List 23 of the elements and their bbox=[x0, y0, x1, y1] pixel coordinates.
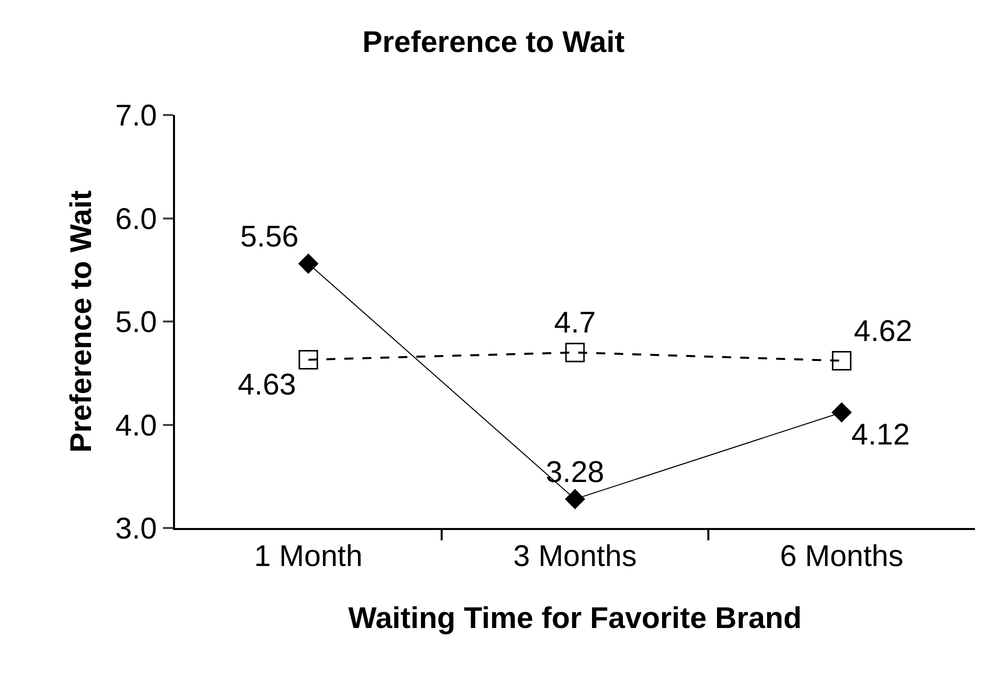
data-label: 3.28 bbox=[546, 456, 604, 489]
x-tick-label: 6 Months bbox=[780, 540, 904, 573]
point bbox=[298, 350, 318, 370]
point bbox=[298, 254, 318, 274]
y-tick-label: 6.0 bbox=[115, 202, 157, 236]
point bbox=[565, 489, 585, 509]
data-label: 4.63 bbox=[238, 368, 296, 402]
y-tick-label: 7.0 bbox=[115, 100, 157, 132]
data-label: 5.56 bbox=[240, 220, 299, 254]
y-tick-label: 4.0 bbox=[115, 409, 157, 442]
y-axis-title: Preference to Wait bbox=[64, 190, 98, 453]
data-label: 4.7 bbox=[554, 306, 596, 340]
point bbox=[565, 342, 585, 362]
y-tick-label: 5.0 bbox=[115, 306, 157, 339]
x-tick-label: 1 Month bbox=[254, 540, 363, 573]
point bbox=[832, 350, 852, 370]
x-tick-label: 3 Months bbox=[513, 540, 637, 573]
data-label: 4.12 bbox=[851, 418, 910, 452]
x-axis-title: Waiting Time for Favorite Brand bbox=[348, 602, 802, 635]
point bbox=[832, 402, 852, 422]
chart-title: Preference to Wait bbox=[362, 26, 625, 60]
data-label: 4.62 bbox=[854, 314, 912, 348]
y-tick-label: 3.0 bbox=[115, 512, 157, 546]
